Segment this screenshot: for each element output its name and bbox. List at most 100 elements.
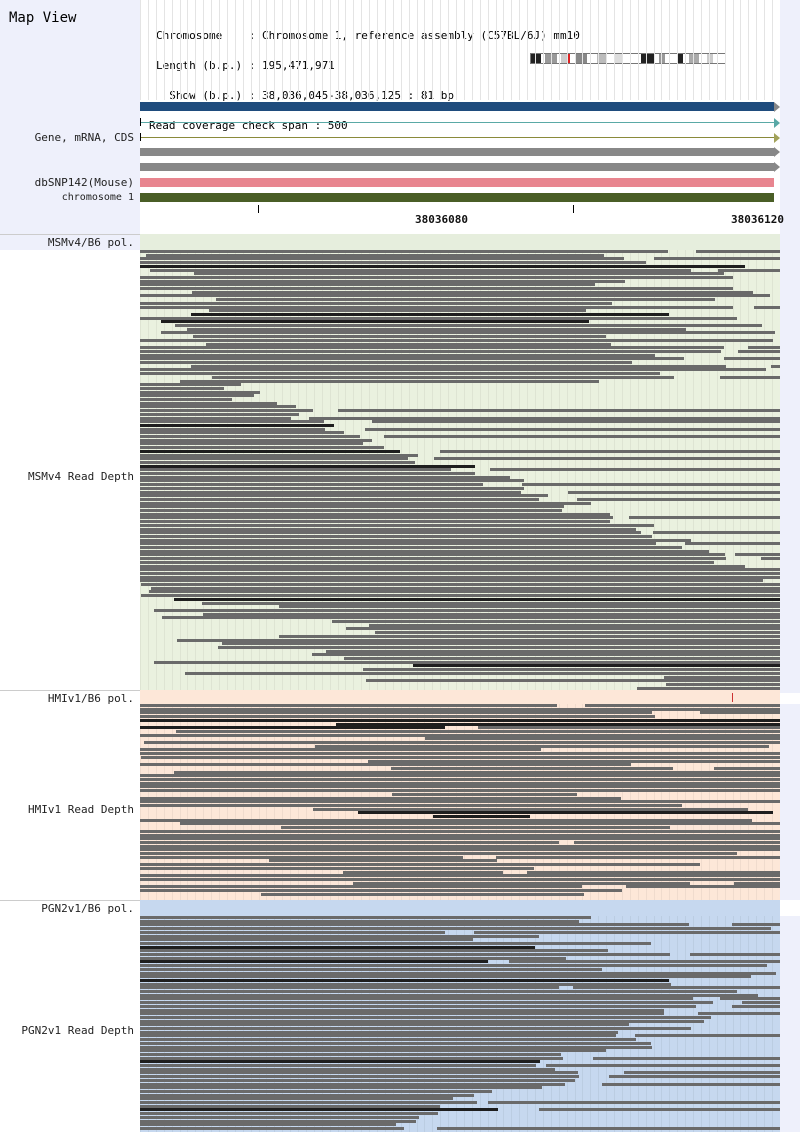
read[interactable] xyxy=(279,605,780,608)
read[interactable] xyxy=(175,324,762,327)
read[interactable] xyxy=(140,491,521,494)
read[interactable] xyxy=(140,845,780,848)
read[interactable] xyxy=(140,1075,579,1078)
read[interactable] xyxy=(140,346,724,349)
read[interactable] xyxy=(140,867,534,870)
read[interactable] xyxy=(140,1123,396,1126)
read[interactable] xyxy=(653,531,780,534)
gray-bar-1[interactable] xyxy=(140,148,774,156)
read[interactable] xyxy=(140,841,559,844)
read[interactable] xyxy=(140,949,608,952)
read[interactable] xyxy=(626,885,780,888)
read[interactable] xyxy=(140,476,510,479)
read[interactable] xyxy=(353,882,690,885)
read[interactable] xyxy=(174,598,780,601)
read[interactable] xyxy=(140,483,483,486)
read[interactable] xyxy=(666,683,780,686)
read[interactable] xyxy=(161,320,589,323)
read[interactable] xyxy=(209,309,586,312)
read[interactable] xyxy=(685,542,780,545)
read[interactable] xyxy=(140,531,641,534)
read[interactable] xyxy=(714,767,780,770)
read[interactable] xyxy=(336,723,780,726)
cds-line[interactable] xyxy=(140,137,774,138)
read[interactable] xyxy=(140,1001,713,1004)
read[interactable] xyxy=(150,269,691,272)
read[interactable] xyxy=(593,1057,780,1060)
read[interactable] xyxy=(140,1112,438,1115)
read[interactable] xyxy=(140,579,763,582)
read[interactable] xyxy=(140,391,260,394)
read[interactable] xyxy=(140,535,652,538)
read[interactable] xyxy=(140,1049,606,1052)
read[interactable] xyxy=(140,572,780,575)
dbsnp-bar[interactable] xyxy=(140,178,774,187)
read[interactable] xyxy=(140,800,780,803)
read[interactable] xyxy=(309,417,780,420)
read[interactable] xyxy=(140,513,610,516)
read[interactable] xyxy=(140,265,745,268)
read[interactable] xyxy=(574,841,780,844)
read[interactable] xyxy=(140,830,780,833)
read[interactable] xyxy=(140,354,655,357)
read[interactable] xyxy=(315,745,769,748)
read[interactable] xyxy=(140,889,622,892)
read[interactable] xyxy=(488,1101,780,1104)
read[interactable] xyxy=(585,704,780,707)
read[interactable] xyxy=(771,365,780,368)
read[interactable] xyxy=(203,613,780,616)
read[interactable] xyxy=(161,331,775,334)
read[interactable] xyxy=(140,420,324,423)
read[interactable] xyxy=(140,276,733,279)
read[interactable] xyxy=(366,679,780,682)
read[interactable] xyxy=(391,767,673,770)
read[interactable] xyxy=(140,372,660,375)
read[interactable] xyxy=(140,465,475,468)
read[interactable] xyxy=(440,450,780,453)
read[interactable] xyxy=(146,254,604,257)
read[interactable] xyxy=(474,931,780,934)
read[interactable] xyxy=(140,250,668,253)
read[interactable] xyxy=(375,631,780,634)
read[interactable] xyxy=(496,856,780,859)
read[interactable] xyxy=(425,737,780,740)
read[interactable] xyxy=(437,1127,780,1130)
read[interactable] xyxy=(539,1108,780,1111)
read[interactable] xyxy=(140,1097,453,1100)
read[interactable] xyxy=(392,793,577,796)
read[interactable] xyxy=(140,782,780,785)
read[interactable] xyxy=(140,964,767,967)
read[interactable] xyxy=(140,986,559,989)
read[interactable] xyxy=(140,734,780,737)
read[interactable] xyxy=(269,859,497,862)
read[interactable] xyxy=(140,405,296,408)
read[interactable] xyxy=(140,424,334,427)
read[interactable] xyxy=(144,741,780,744)
read[interactable] xyxy=(413,664,780,667)
read[interactable] xyxy=(140,834,780,837)
read[interactable] xyxy=(140,1068,555,1071)
read[interactable] xyxy=(141,583,780,586)
read[interactable] xyxy=(140,837,780,840)
read[interactable] xyxy=(140,1083,565,1086)
read[interactable] xyxy=(140,1005,696,1008)
read[interactable] xyxy=(140,1034,616,1037)
read[interactable] xyxy=(140,413,299,416)
read[interactable] xyxy=(140,819,752,822)
polymorphism-track[interactable] xyxy=(140,900,780,916)
read[interactable] xyxy=(654,257,780,260)
read[interactable] xyxy=(140,1046,652,1049)
read[interactable] xyxy=(637,687,780,690)
read[interactable] xyxy=(140,502,591,505)
read[interactable] xyxy=(140,306,733,309)
read[interactable] xyxy=(140,442,363,445)
read[interactable] xyxy=(140,1009,664,1012)
read[interactable] xyxy=(140,797,621,800)
read[interactable] xyxy=(140,294,770,297)
read[interactable] xyxy=(140,972,776,975)
read[interactable] xyxy=(732,923,780,926)
read[interactable] xyxy=(478,726,780,729)
read[interactable] xyxy=(140,1086,542,1089)
read[interactable] xyxy=(140,1094,474,1097)
read[interactable] xyxy=(140,994,758,997)
